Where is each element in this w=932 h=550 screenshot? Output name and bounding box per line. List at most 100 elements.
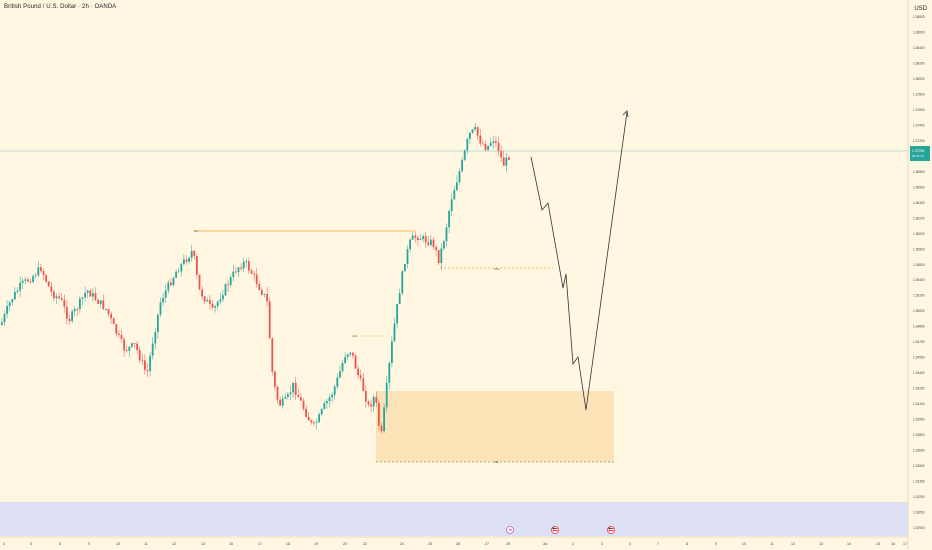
time-tick-label: 13	[819, 542, 823, 546]
currency-label[interactable]: USD	[914, 6, 927, 12]
candle-body	[411, 235, 414, 240]
candle-body	[315, 422, 318, 424]
price-tick-label: 1.38600	[913, 30, 925, 34]
candle-body	[24, 279, 27, 281]
time-tick-label: 10	[742, 542, 746, 546]
candle-body	[107, 308, 110, 314]
candle-body	[391, 341, 393, 363]
candle-body	[492, 141, 495, 143]
candle-body	[432, 239, 435, 248]
candle-body	[232, 271, 235, 278]
candle-body	[385, 382, 388, 408]
candle-body	[151, 343, 154, 356]
candle-body	[1, 322, 3, 325]
candle-body	[63, 299, 66, 307]
price-tick-label: 1.36600	[913, 185, 925, 189]
candle-body	[417, 237, 419, 241]
candle-body	[206, 300, 209, 302]
candle-body	[326, 401, 328, 404]
candle-body	[222, 295, 224, 300]
candle-body	[352, 352, 354, 356]
projected-arrowhead	[622, 110, 629, 118]
candle-body	[302, 400, 305, 409]
candle-body	[131, 343, 133, 347]
candle-body	[274, 371, 276, 387]
candle-body	[253, 273, 255, 275]
price-tick-label: 1.35200	[913, 294, 925, 298]
candle-body	[404, 263, 406, 272]
time-tick-label: 12	[791, 542, 795, 546]
us-flag-icon[interactable]	[607, 526, 615, 534]
time-tick-label: 7	[657, 542, 659, 546]
event-marker[interactable]: ⚑	[506, 526, 514, 534]
price-tick-label: 1.37200	[913, 139, 925, 143]
candles-group	[1, 123, 510, 434]
candle-body	[424, 236, 427, 243]
price-tick-label: 1.34700	[913, 340, 925, 344]
time-tick-label: 24	[400, 542, 404, 546]
candle-body	[318, 414, 320, 423]
candle-body	[268, 301, 271, 339]
candle-body	[443, 241, 445, 249]
candle-body	[198, 274, 201, 290]
candle-body	[84, 292, 86, 298]
candle-body	[128, 346, 131, 351]
demand-zone[interactable]	[376, 391, 614, 462]
candle-body	[112, 318, 115, 325]
candle-body	[414, 235, 417, 238]
candle-body	[219, 299, 222, 302]
swing-label: H1	[353, 334, 357, 338]
candle-body	[508, 157, 510, 160]
candle-body	[97, 299, 99, 304]
candle-body	[193, 250, 196, 257]
candle-body	[471, 129, 474, 133]
candle-body	[495, 141, 497, 143]
time-tick-label: 13	[201, 542, 205, 546]
price-tick-label: 1.35000	[913, 309, 925, 313]
candle-body	[164, 290, 167, 298]
candle-body	[502, 157, 505, 166]
price-tick-label: 1.33500	[913, 464, 925, 468]
us-flag-icon[interactable]	[551, 526, 559, 534]
candle-body	[118, 333, 120, 335]
candle-body	[224, 284, 227, 296]
candle-body	[461, 159, 463, 172]
projected-path[interactable]	[530, 111, 628, 411]
candle-body	[162, 297, 164, 303]
candle-body	[79, 298, 81, 310]
symbol-title[interactable]: British Pound / U.S. Dollar · 2h · OANDA	[4, 4, 117, 10]
time-tick-label: 11	[144, 542, 148, 546]
candle-body	[45, 275, 47, 282]
candle-body	[422, 236, 424, 240]
candle-body	[188, 257, 190, 262]
candle-body	[435, 247, 437, 251]
candle-body	[203, 296, 206, 302]
candle-body	[11, 299, 14, 303]
candle-body	[258, 284, 261, 290]
candle-body	[271, 338, 274, 372]
candle-body	[110, 313, 112, 319]
time-tick-label: 16	[229, 542, 233, 546]
candle-body	[346, 354, 349, 358]
candle-body	[292, 382, 294, 393]
candle-body	[294, 382, 297, 396]
price-tick-label: 1.34550	[913, 356, 925, 360]
price-tick-label: 1.35400	[913, 278, 925, 282]
price-tick-label: 1.36000	[913, 232, 925, 236]
candle-body	[170, 282, 172, 286]
time-tick-label: 27	[485, 542, 489, 546]
candle-body	[427, 242, 430, 246]
candle-body	[487, 145, 489, 150]
candle-body	[370, 404, 372, 407]
candle-body	[245, 261, 248, 263]
candle-body	[456, 182, 458, 191]
candle-body	[281, 398, 284, 406]
candle-body	[409, 239, 411, 250]
candle-body	[237, 267, 240, 273]
candle-body	[482, 143, 484, 145]
candle-body	[458, 171, 461, 183]
candle-body	[401, 271, 404, 294]
event-marker-icon: ⚑	[509, 528, 513, 533]
candle-body	[349, 352, 352, 355]
